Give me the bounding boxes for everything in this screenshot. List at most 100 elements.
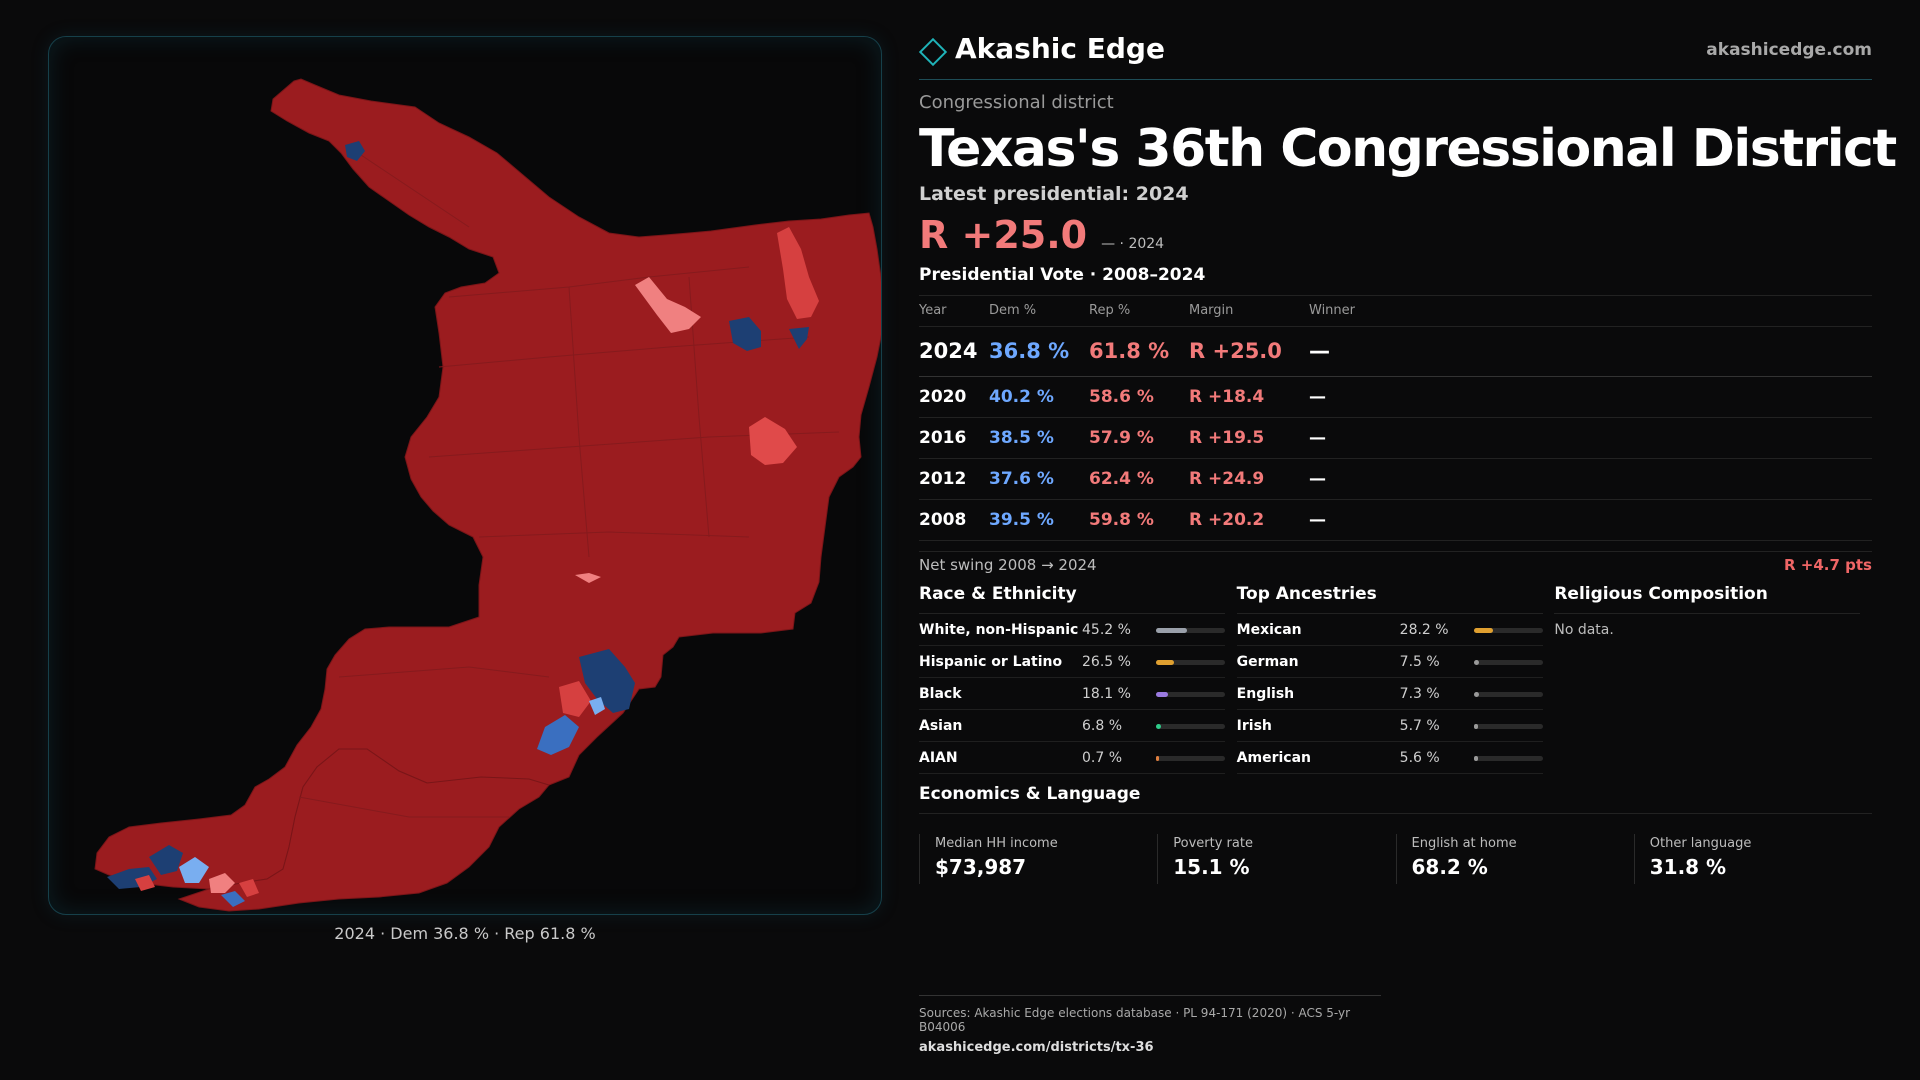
- precinct-dem-2: [789, 327, 809, 349]
- cell-dem: 40.2 %: [989, 376, 1089, 418]
- stat-label: Median HH income: [935, 835, 1058, 851]
- headline-margin-sub: — · 2024: [1101, 236, 1165, 252]
- stat-value: 68.2 %: [1411, 854, 1488, 879]
- table-row: 2008 39.5 % 59.8 % R +20.2 —: [919, 499, 1872, 541]
- bar-fill: [1156, 659, 1175, 665]
- cell-margin: R +18.4: [1189, 376, 1309, 418]
- bar-percent: 18.1 %: [1082, 685, 1131, 702]
- table-header-row: Year Dem % Rep % Margin Winner: [919, 296, 1872, 327]
- bar-fill: [1156, 723, 1161, 729]
- bar-label: German: [1236, 653, 1299, 670]
- stat-median-income: Median HH income $73,987: [919, 833, 1157, 884]
- district-map-svg: [94, 78, 881, 912]
- cell-dem: 36.8 %: [989, 326, 1089, 377]
- precinct-dem-sw-3: [179, 857, 209, 883]
- bar-track: [1156, 691, 1225, 697]
- economics-title: Economics & Language: [919, 784, 1872, 814]
- district-url-link[interactable]: akashicedge.com/districts/tx-36: [919, 1040, 1154, 1055]
- precinct-dem-coast-3: [589, 697, 605, 715]
- stat-value: 31.8 %: [1649, 854, 1727, 879]
- district-map[interactable]: [48, 36, 882, 915]
- cell-rep: 59.8 %: [1089, 499, 1189, 541]
- stat-label: Other language: [1649, 835, 1752, 851]
- bar-label: Mexican: [1236, 621, 1302, 638]
- bar-label: Asian: [919, 717, 963, 734]
- bar-track: [1473, 755, 1543, 761]
- bar-percent: 28.2 %: [1399, 621, 1449, 638]
- column-header-winner: Winner: [1309, 296, 1872, 327]
- cell-rep: 58.6 %: [1089, 376, 1189, 418]
- precinct-dem-coast: [579, 649, 635, 713]
- precinct-dem-1: [729, 317, 761, 351]
- bar-row: Irish 5.7 %: [1236, 710, 1543, 742]
- bar-fill: [1156, 627, 1188, 633]
- demographics-section: Race & Ethnicity White, non-Hispanic 45.2…: [919, 584, 1872, 774]
- table-row: 2024 36.8 % 61.8 % R +25.0 —: [919, 326, 1872, 377]
- bar-track: [1156, 627, 1225, 633]
- bar-fill: [1473, 659, 1479, 665]
- precinct-rep-sw-3: [239, 879, 259, 897]
- sources-footer: Sources: Akashic Edge elections database…: [919, 995, 1381, 1055]
- stat-value: $73,987: [935, 854, 1027, 879]
- net-swing-label: Net swing 2008 → 2024: [919, 555, 1097, 574]
- precinct-dem-sw-2: [149, 845, 183, 875]
- race-ethnicity-panel: Race & Ethnicity White, non-Hispanic 45.2…: [919, 584, 1237, 774]
- column-header-year: Year: [919, 296, 989, 327]
- table-row: 2012 37.6 % 62.4 % R +24.9 —: [919, 458, 1872, 500]
- bar-fill: [1156, 755, 1159, 761]
- stat-label: Poverty rate: [1173, 835, 1253, 851]
- cell-margin: R +19.5: [1189, 417, 1309, 459]
- cell-rep: 57.9 %: [1089, 417, 1189, 459]
- economics-stats: Median HH income $73,987 Poverty rate 15…: [919, 833, 1872, 884]
- race-ethnicity-list: White, non-Hispanic 45.2 % Hispanic or Lat…: [919, 614, 1237, 774]
- cell-year: 2012: [919, 458, 989, 500]
- presidential-vote-table: Year Dem % Rep % Margin Winner 2024 36.8…: [919, 296, 1872, 541]
- bar-percent: 6.8 %: [1082, 717, 1123, 734]
- cell-dem: 37.6 %: [989, 458, 1089, 500]
- bar-row: Hispanic or Latino 26.5 %: [919, 646, 1225, 678]
- precinct-lines: [298, 146, 840, 818]
- precinct-dem-3: [345, 141, 365, 161]
- bar-track: [1473, 627, 1543, 633]
- map-caption: 2024 · Dem 36.8 % · Rep 61.8 %: [334, 924, 596, 943]
- brand-name[interactable]: Akashic Edge: [955, 32, 1165, 65]
- bar-percent: 26.5 %: [1082, 653, 1131, 670]
- bar-row: American 5.6 %: [1236, 742, 1543, 774]
- cell-year: 2008: [919, 499, 989, 541]
- net-swing: Net swing 2008 → 2024 R +4.7 pts: [919, 550, 1872, 574]
- bar-row: English 7.3 %: [1236, 678, 1543, 710]
- ancestries-list: Mexican 28.2 % German 7.5 % English 7.3 % Iris…: [1236, 614, 1555, 774]
- bar-row: White, non-Hispanic 45.2 %: [919, 614, 1225, 646]
- bar-percent: 45.2 %: [1082, 621, 1131, 638]
- page-title: Texas's 36th Congressional District: [919, 119, 1897, 179]
- bar-row: Mexican 28.2 %: [1236, 614, 1543, 646]
- cell-winner: —: [1309, 326, 1872, 377]
- precinct-pale-2: [575, 573, 601, 583]
- bar-label: Irish: [1236, 717, 1272, 734]
- cell-rep: 62.4 %: [1089, 458, 1189, 500]
- ancestries-panel: Top Ancestries Mexican 28.2 % German 7.5 % E…: [1236, 584, 1555, 774]
- bar-row: Black 18.1 %: [919, 678, 1225, 710]
- brand-url-link[interactable]: akashicedge.com: [1706, 40, 1872, 60]
- stat-other-language: Other language 31.8 %: [1633, 833, 1872, 884]
- headline-margin: R +25.0 — · 2024: [919, 213, 1872, 257]
- precinct-dem-coast-2: [537, 715, 579, 755]
- column-header-margin: Margin: [1189, 296, 1309, 327]
- precinct-dem-sw-4: [221, 891, 245, 907]
- bar-label: AIAN: [919, 749, 958, 766]
- stat-english-at-home: English at home 68.2 %: [1395, 833, 1634, 884]
- cell-winner: —: [1309, 499, 1872, 541]
- bar-track: [1156, 723, 1225, 729]
- page-eyebrow: Congressional district: [919, 92, 1114, 113]
- cell-winner: —: [1309, 458, 1872, 500]
- bar-row: German 7.5 %: [1236, 646, 1543, 678]
- religion-title: Religious Composition: [1554, 584, 1861, 614]
- bar-label: English: [1236, 685, 1295, 702]
- district-profile: Akashic Edge akashicedge.com Congression…: [918, 30, 1897, 884]
- precinct-pale: [635, 277, 701, 333]
- cell-margin: R +24.9: [1189, 458, 1309, 500]
- precinct-rep-sw-2: [209, 873, 235, 893]
- sources-text: Sources: Akashic Edge elections database…: [919, 1006, 1351, 1034]
- bar-label: Hispanic or Latino: [919, 653, 1063, 670]
- bar-label: White, non-Hispanic: [919, 621, 1079, 638]
